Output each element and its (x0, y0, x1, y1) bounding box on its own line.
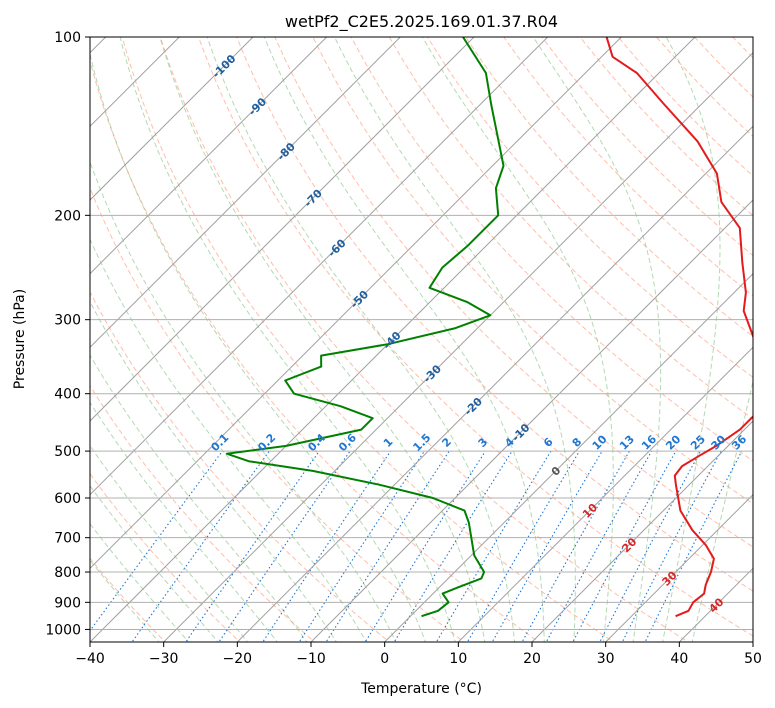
mixing-ratio-line (131, 450, 270, 642)
y-tick-label: 900 (54, 595, 81, 611)
y-axis-title: Pressure (hPa) (12, 289, 28, 389)
dry-adiabat-line (236, 37, 753, 592)
mixing-ratio-line (572, 450, 677, 642)
x-tick-label: 20 (523, 651, 541, 667)
isotherm-line (457, 346, 753, 642)
x-tick-label: −40 (75, 651, 105, 667)
isotherm-line (310, 199, 753, 642)
mixing-ratio-line (393, 450, 513, 642)
x-tick-label: −30 (149, 651, 179, 667)
y-tick-label: 300 (54, 313, 81, 329)
mixing-ratio-line (298, 450, 425, 642)
mixing-ratio-line (218, 450, 351, 642)
isotherm-line (531, 420, 753, 642)
isotherm-line (383, 272, 753, 642)
y-tick-label: 600 (54, 491, 81, 507)
mixing-ratio-line (466, 450, 580, 642)
y-axis: 100 200 300 400 500 600 700 800 900 1000 (45, 30, 90, 638)
x-tick-label: 0 (380, 651, 389, 667)
isotherm-line (162, 51, 753, 642)
isotherm-line (90, 37, 475, 422)
dry-adiabat-line (465, 37, 753, 338)
x-tick-label: −10 (296, 651, 326, 667)
isotherm-line (90, 37, 623, 570)
mixing-ratio-line (262, 450, 392, 642)
dry-adiabat-line (312, 37, 753, 505)
x-tick-label: 30 (597, 651, 615, 667)
temperature-line (605, 37, 753, 618)
isotherm-line (90, 37, 181, 128)
isotherms (90, 37, 753, 642)
moist-adiabat-line (90, 160, 397, 642)
isotherm-line (90, 37, 696, 642)
moist-adiabat-line (90, 484, 219, 642)
mixing-ratio-line (185, 450, 320, 642)
x-tick-label: 10 (449, 651, 467, 667)
isotherm-line (236, 125, 753, 642)
isotherm-line (90, 37, 402, 349)
dry-adiabat-line (90, 384, 316, 642)
x-axis-title: Temperature (°C) (360, 681, 482, 697)
dry-adiabat-line (350, 37, 753, 462)
moist-adiabat-line (90, 444, 249, 642)
moist-adiabat-line (90, 52, 427, 642)
y-tick-label: 500 (54, 444, 81, 460)
mixing-ratio-line (621, 450, 722, 642)
x-tick-label: 50 (744, 651, 762, 667)
isotherm-line (90, 37, 549, 496)
isotherm-line (604, 493, 753, 642)
dry-adiabat-line (198, 37, 753, 637)
y-tick-label: 100 (54, 30, 81, 46)
y-tick-label: 700 (54, 531, 81, 547)
y-tick-label: 800 (54, 565, 81, 581)
dewpoint-line (225, 37, 505, 618)
dry-adiabat-line (388, 37, 753, 420)
x-tick-label: 40 (670, 651, 688, 667)
isotherm-line (90, 37, 254, 201)
y-tick-label: 200 (54, 208, 81, 224)
mixing-ratio-line (90, 450, 223, 632)
isotherm-line (90, 37, 328, 275)
dry-adiabat-line (90, 59, 540, 642)
y-tick-label: 1000 (45, 622, 81, 638)
y-tick-label: 400 (54, 387, 81, 403)
dry-adiabat-line (274, 37, 753, 548)
moist-adiabat-line (90, 401, 278, 642)
dry-adiabat-line (503, 37, 753, 297)
mixing-ratio-line (599, 450, 701, 642)
chart-title: wetPf2_C2E5.2025.169.01.37.R04 (285, 12, 558, 32)
x-tick-label: −20 (223, 651, 253, 667)
plot-frame (89, 36, 754, 643)
pressure-gridlines (90, 37, 753, 630)
x-axis: −40 −30 −20 −10 0 10 20 30 40 50 (75, 642, 762, 667)
series-lines (225, 37, 753, 618)
